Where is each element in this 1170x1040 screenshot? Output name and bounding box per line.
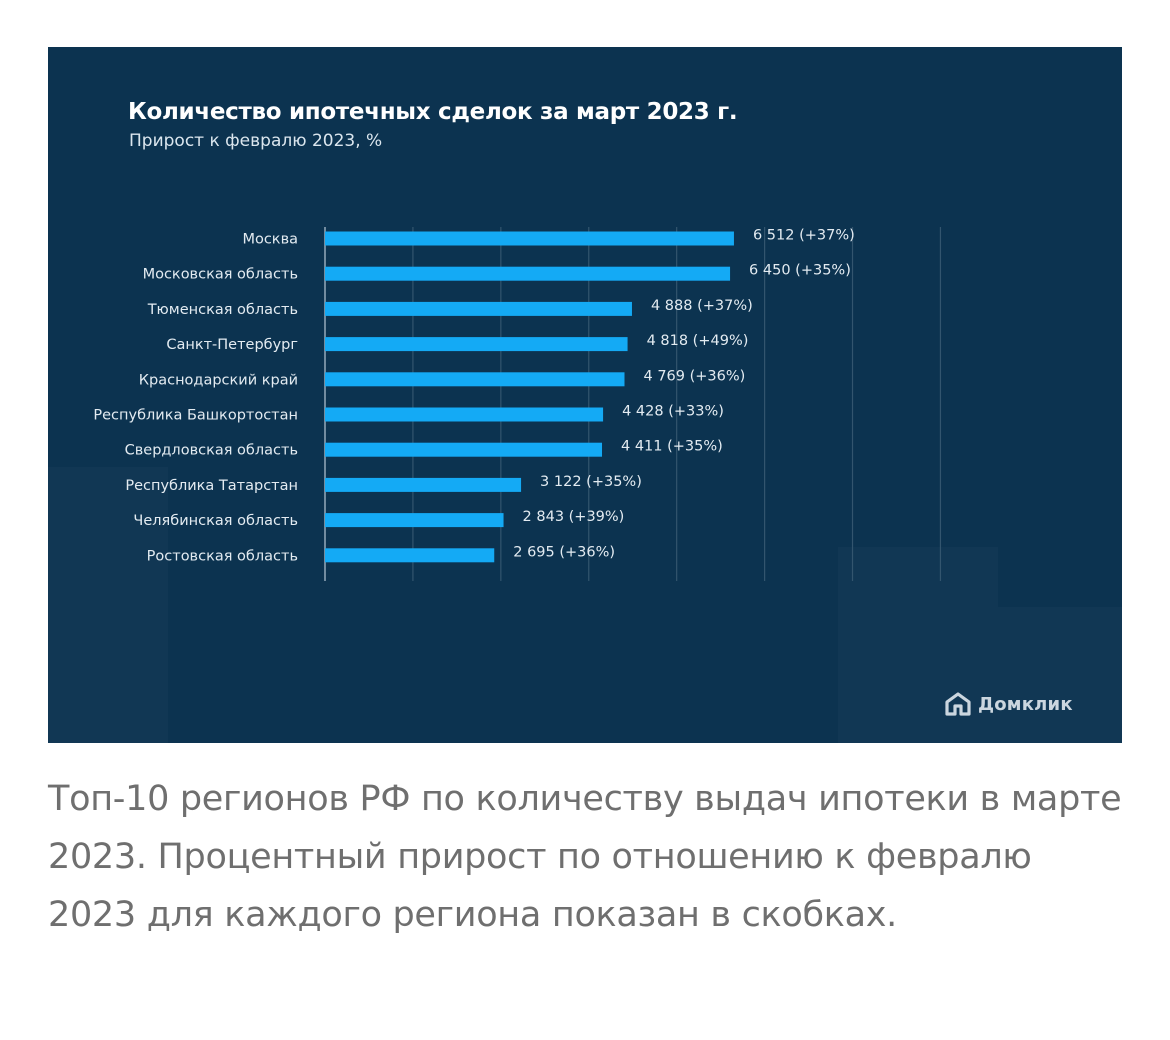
category-label: Республика Башкортостан [93, 408, 298, 424]
category-label: Краснодарский край [139, 372, 298, 388]
category-label: Челябинская область [133, 513, 298, 529]
bar [325, 548, 495, 563]
image-caption: Топ-10 регионов РФ по количеству выдач и… [48, 779, 1122, 935]
category-label: Москва [242, 232, 298, 248]
data-label: 6 512 (+37%) [753, 228, 855, 244]
bar [325, 231, 734, 246]
data-label: 2 843 (+39%) [523, 509, 625, 525]
logo-text: Домклик [978, 693, 1073, 715]
data-label: 4 428 (+33%) [622, 404, 724, 420]
bar [325, 477, 522, 492]
chart-subtitle: Прирост к февралю 2023, % [129, 131, 383, 151]
bar [325, 372, 625, 387]
data-label: 4 411 (+35%) [621, 439, 723, 455]
bar [325, 266, 731, 281]
data-label: 3 122 (+35%) [540, 474, 642, 490]
bar [325, 301, 632, 316]
bar [325, 442, 603, 457]
chart-panel: Количество ипотечных сделок за март 2023… [48, 47, 1122, 743]
category-label: Санкт-Петербург [166, 337, 298, 353]
data-label: 6 450 (+35%) [749, 263, 851, 279]
bar-chart: Москва 6 512 (+37%) Московская область 6 45… [93, 227, 942, 581]
bar [325, 407, 604, 422]
data-label: 2 695 (+36%) [513, 544, 615, 560]
category-label: Ростовская область [147, 548, 298, 564]
domclick-logo: Домклик [944, 691, 1073, 717]
bar [325, 337, 628, 352]
category-label: Московская область [143, 267, 298, 283]
category-label: Республика Татарстан [125, 478, 298, 494]
data-label: 4 888 (+37%) [651, 298, 753, 314]
data-label: 4 769 (+36%) [643, 368, 745, 384]
category-label: Тюменская область [147, 302, 298, 318]
bar [325, 513, 504, 528]
house-icon [945, 692, 971, 716]
category-label: Свердловская область [125, 443, 298, 459]
data-label: 4 818 (+49%) [647, 333, 749, 349]
chart-title: Количество ипотечных сделок за март 2023… [128, 99, 738, 125]
